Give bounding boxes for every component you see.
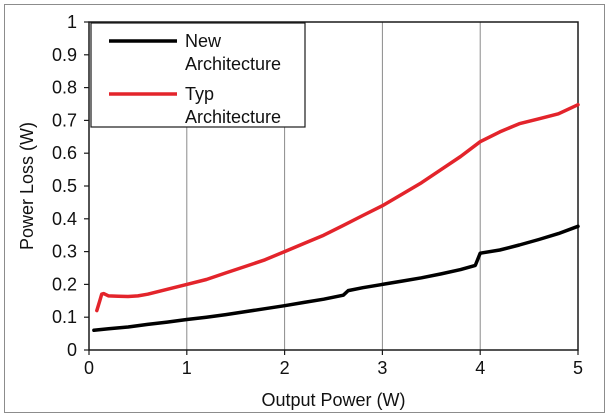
- y-axis-title: Power Loss (W): [17, 122, 37, 250]
- y-tick-label-2: 0.2: [52, 274, 77, 294]
- x-tick-label-2: 2: [280, 358, 290, 378]
- legend-label-1-line-1: Architecture: [185, 107, 281, 127]
- x-tick-label-4: 4: [475, 358, 485, 378]
- y-axis-ticks: 0 0.1 0.2 0.3 0.4 0.5 0.6 0.7 0.8 0.9 1: [52, 12, 89, 360]
- x-tick-label-3: 3: [377, 358, 387, 378]
- y-tick-label-1: 0.1: [52, 307, 77, 327]
- series-line-0: [92, 224, 580, 333]
- y-tick-label-0: 0: [67, 340, 77, 360]
- y-tick-label-7: 0.7: [52, 110, 77, 130]
- series-layer: [92, 102, 580, 333]
- series-line-1: [95, 102, 580, 313]
- x-tick-label-1: 1: [182, 358, 192, 378]
- x-axis-title: Output Power (W): [261, 390, 405, 410]
- y-tick-label-4: 0.4: [52, 209, 77, 229]
- y-tick-label-10: 1: [67, 12, 77, 32]
- y-tick-label-5: 0.5: [52, 176, 77, 196]
- x-tick-label-0: 0: [84, 358, 94, 378]
- y-tick-label-9: 0.9: [52, 45, 77, 65]
- y-tick-label-3: 0.3: [52, 242, 77, 262]
- x-axis-ticks: 0 1 2 3 4 5: [84, 350, 583, 378]
- y-tick-label-6: 0.6: [52, 143, 77, 163]
- y-tick-label-8: 0.8: [52, 78, 77, 98]
- legend-label-0-line-0: New: [185, 31, 222, 51]
- legend-label-1-line-0: Typ: [185, 84, 214, 104]
- x-tick-label-5: 5: [573, 358, 583, 378]
- legend-label-0-line-1: Architecture: [185, 54, 281, 74]
- legend: New Architecture Typ Architecture: [90, 22, 306, 128]
